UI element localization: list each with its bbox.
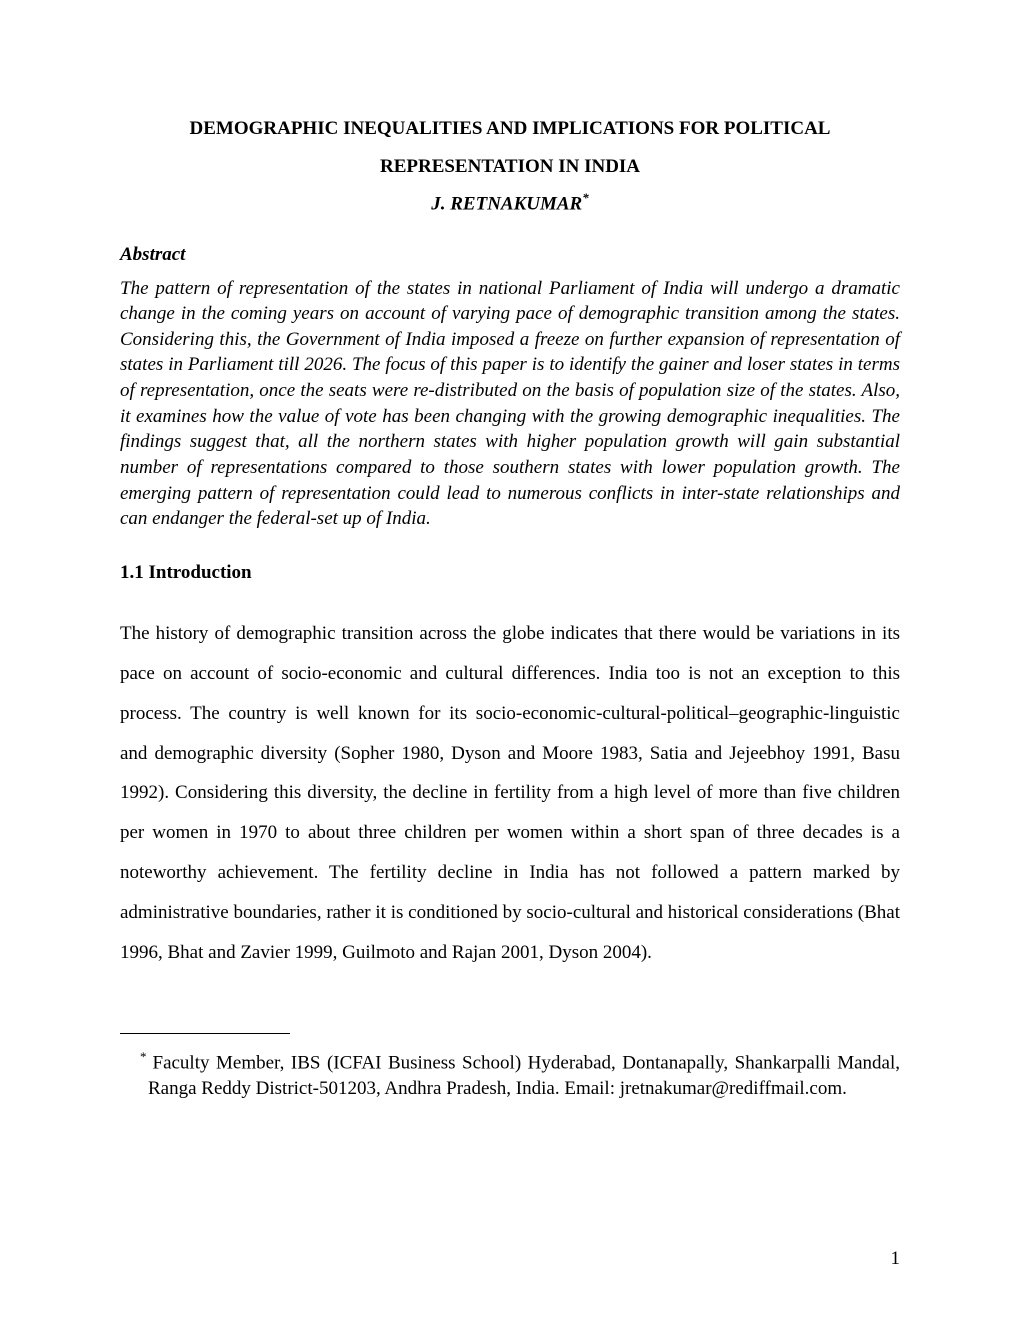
footnote-marker: * [140, 1049, 147, 1064]
page-number: 1 [891, 1248, 901, 1270]
abstract-body: The pattern of representation of the sta… [120, 276, 900, 532]
title-block: DEMOGRAPHIC INEQUALITIES AND IMPLICATION… [120, 110, 900, 222]
abstract-heading: Abstract [120, 244, 900, 266]
author-line: J. RETNAKUMAR* [120, 186, 900, 222]
author-name: J. RETNAKUMAR [431, 193, 582, 214]
footnote-body: Faculty Member, IBS (ICFAI Business Scho… [148, 1052, 900, 1099]
footnote-text: *Faculty Member, IBS (ICFAI Business Sch… [120, 1048, 900, 1102]
author-note-marker: * [582, 190, 589, 205]
footnote-rule [120, 1033, 290, 1034]
section-heading: 1.1 Introduction [120, 562, 900, 584]
title-line-2: REPRESENTATION IN INDIA [120, 148, 900, 186]
title-line-1: DEMOGRAPHIC INEQUALITIES AND IMPLICATION… [120, 110, 900, 148]
body-text: The history of demographic transition ac… [120, 614, 900, 973]
